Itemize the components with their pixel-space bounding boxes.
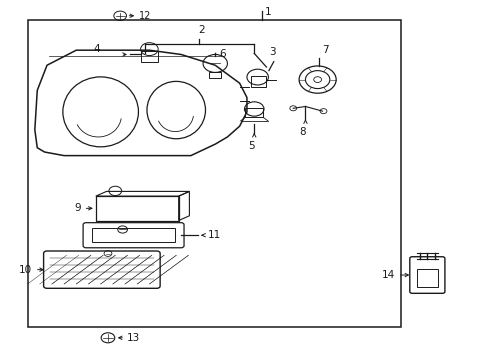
Text: 3: 3 (268, 48, 275, 57)
Bar (209, 72, 221, 78)
Text: 7: 7 (322, 45, 328, 55)
Text: 11: 11 (207, 230, 220, 240)
Text: 6: 6 (219, 49, 225, 59)
Text: 2: 2 (198, 25, 205, 35)
Text: 10: 10 (19, 265, 32, 275)
Text: 9: 9 (74, 203, 81, 213)
Text: 13: 13 (126, 333, 140, 343)
Bar (96, 196, 178, 221)
Bar (416, 269, 437, 287)
Text: 12: 12 (139, 11, 151, 21)
Bar (141, 51, 158, 62)
Bar (27, 21, 400, 327)
Bar (250, 76, 266, 87)
Text: 14: 14 (381, 270, 394, 280)
Text: 4: 4 (93, 44, 100, 54)
Bar (245, 108, 263, 117)
Text: 8: 8 (299, 127, 305, 137)
Bar (92, 228, 175, 242)
Text: 1: 1 (264, 7, 271, 17)
Text: 5: 5 (248, 140, 255, 150)
